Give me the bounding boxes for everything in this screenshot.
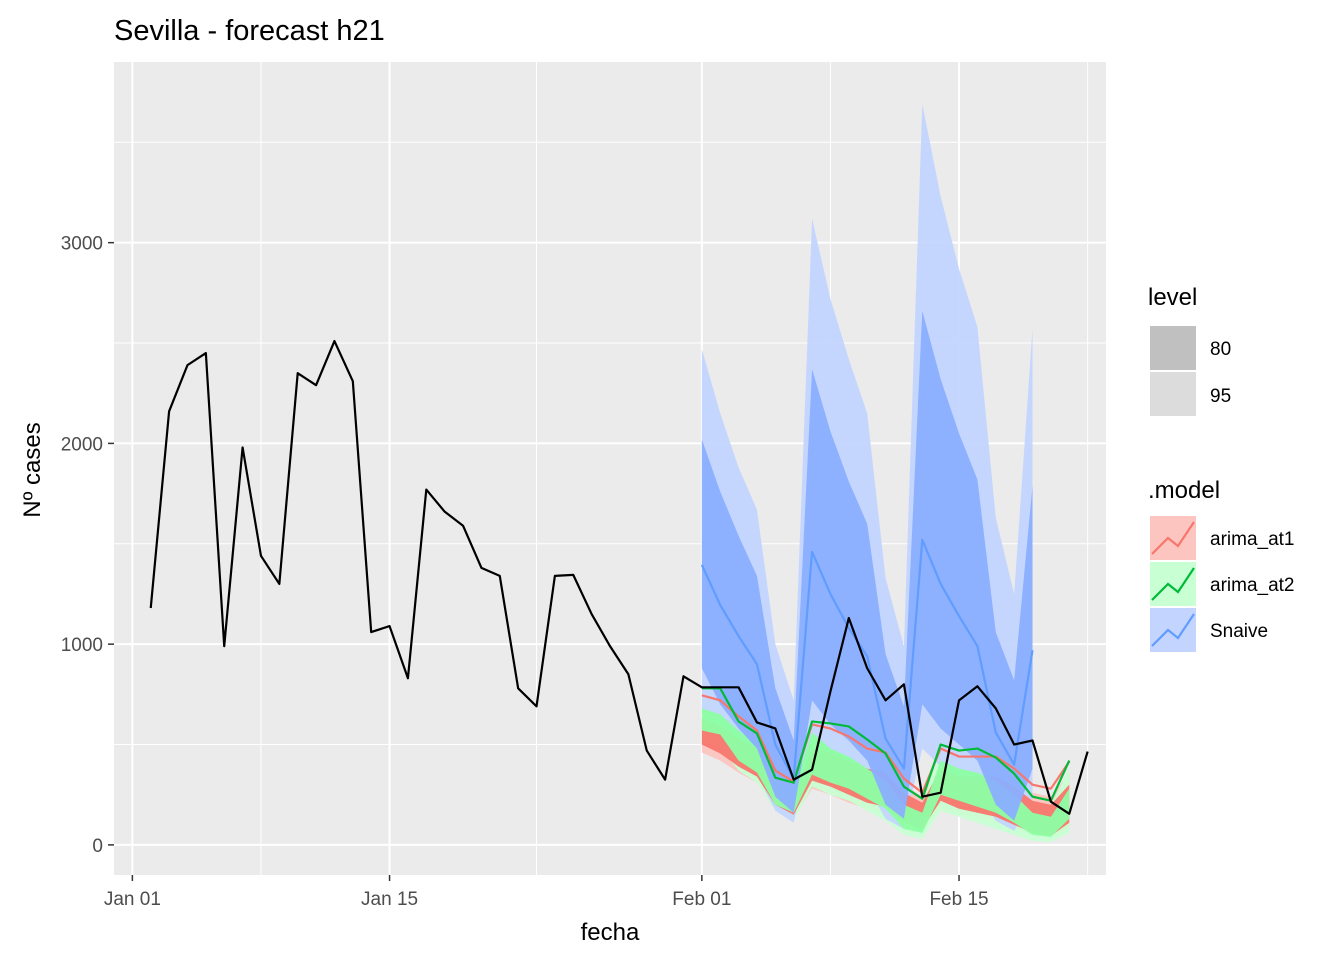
series-lines — [149, 339, 1089, 815]
line-arima_at2 — [701, 687, 1071, 802]
x-tick-label: Jan 01 — [104, 889, 161, 910]
legend-label-Snaive: Snaive — [1210, 621, 1268, 642]
legend-key-Snaive — [1150, 608, 1196, 652]
legend-title-level: level — [1148, 284, 1197, 311]
line-observed — [149, 339, 1089, 815]
bands-80 — [701, 310, 1070, 837]
legend-label-arima_at2: arima_at2 — [1210, 575, 1295, 596]
legend-line-arima_at1 — [1151, 521, 1195, 555]
y-tick-label: 1000 — [61, 635, 103, 656]
y-axis-title: Nº cases — [19, 422, 46, 517]
x-axis-title: fecha — [581, 919, 640, 946]
band80-Snaive — [701, 310, 1033, 821]
legend-key-arima_at2 — [1150, 562, 1196, 606]
legend-line-Snaive — [1151, 613, 1195, 647]
legend-label-95: 95 — [1210, 386, 1231, 407]
legend-key-95 — [1150, 372, 1196, 416]
x-tick-label: Feb 15 — [929, 889, 988, 910]
chart-title: Sevilla - forecast h21 — [114, 15, 385, 47]
x-tick-label: Feb 01 — [672, 889, 731, 910]
legend-line-arima_at2 — [1151, 567, 1195, 601]
y-tick-label: 0 — [92, 836, 103, 857]
legend-models: arima_at1 arima_at2 Snaive — [1150, 516, 1295, 652]
line-Snaive — [700, 538, 1034, 780]
legend: level 80 95 .model arima_at1 arima_at2 Sna… — [1148, 284, 1295, 652]
y-tick-label: 2000 — [61, 434, 103, 455]
legend-label-80: 80 — [1210, 339, 1231, 360]
x-tick-label: Jan 15 — [361, 889, 418, 910]
axes: Jan 01 Jan 15 Feb 01 Feb 15 0 1000 2000 3000 — [61, 234, 989, 910]
y-tick-label: 3000 — [61, 234, 103, 255]
legend-label-arima_at1: arima_at1 — [1210, 529, 1295, 550]
legend-key-arima_at1 — [1150, 516, 1196, 560]
legend-title-model: .model — [1148, 477, 1220, 504]
legend-key-80 — [1150, 326, 1196, 370]
